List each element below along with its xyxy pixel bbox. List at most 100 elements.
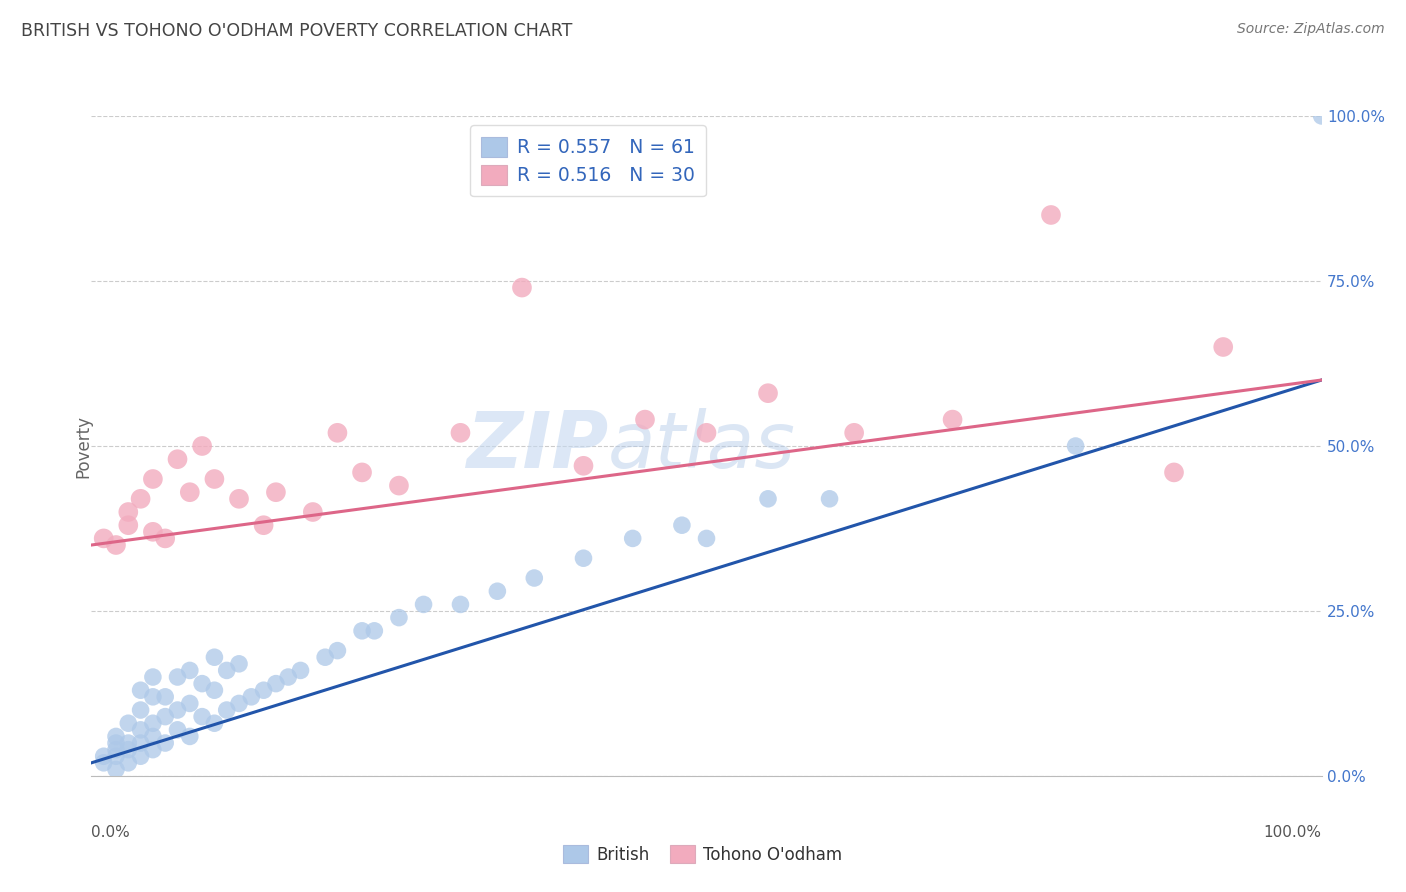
Point <box>228 697 250 711</box>
Point <box>572 551 595 566</box>
Point <box>388 610 411 624</box>
Point <box>166 703 188 717</box>
Point <box>93 749 115 764</box>
Point <box>202 650 225 665</box>
Text: 100.0%: 100.0% <box>1264 825 1322 840</box>
Point <box>363 624 385 638</box>
Legend: R = 0.557   N = 61, R = 0.516   N = 30: R = 0.557 N = 61, R = 0.516 N = 30 <box>470 126 706 196</box>
Point <box>142 716 165 731</box>
Point <box>941 412 963 426</box>
Point <box>166 452 188 467</box>
Point <box>129 723 152 737</box>
Point <box>129 703 152 717</box>
Point <box>117 716 139 731</box>
Point <box>253 518 276 533</box>
Point <box>105 736 127 750</box>
Point <box>117 518 139 533</box>
Point <box>314 650 336 665</box>
Point <box>129 749 152 764</box>
Point <box>253 683 276 698</box>
Point <box>1064 439 1087 453</box>
Point <box>695 425 717 440</box>
Point <box>142 730 165 744</box>
Point <box>142 472 165 486</box>
Point <box>153 690 177 704</box>
Point <box>202 683 225 698</box>
Point <box>129 491 152 506</box>
Point <box>153 709 177 723</box>
Point <box>1212 340 1234 354</box>
Point <box>117 505 139 519</box>
Point <box>264 676 287 690</box>
Point <box>388 478 411 492</box>
Point <box>191 709 214 723</box>
Point <box>228 491 250 506</box>
Point <box>621 532 644 546</box>
Point <box>412 598 434 612</box>
Point <box>215 703 238 717</box>
Point <box>449 425 471 440</box>
Point <box>179 730 201 744</box>
Point <box>129 736 152 750</box>
Point <box>228 657 250 671</box>
Text: Source: ZipAtlas.com: Source: ZipAtlas.com <box>1237 22 1385 37</box>
Point <box>510 280 533 294</box>
Point <box>572 458 595 473</box>
Point <box>842 425 865 440</box>
Point <box>142 524 165 539</box>
Point <box>215 664 238 678</box>
Point <box>352 466 374 480</box>
Point <box>202 716 225 731</box>
Point <box>1039 208 1063 222</box>
Point <box>93 532 115 546</box>
Point <box>93 756 115 770</box>
Point <box>352 624 374 638</box>
Text: BRITISH VS TOHONO O'ODHAM POVERTY CORRELATION CHART: BRITISH VS TOHONO O'ODHAM POVERTY CORREL… <box>21 22 572 40</box>
Point <box>153 736 177 750</box>
Point <box>105 742 127 756</box>
Point <box>117 756 139 770</box>
Point <box>326 643 349 657</box>
Point <box>486 584 509 599</box>
Point <box>105 763 127 777</box>
Point <box>153 532 177 546</box>
Point <box>142 742 165 756</box>
Point <box>756 386 779 401</box>
Point <box>634 412 657 426</box>
Point <box>179 664 201 678</box>
Point <box>179 697 201 711</box>
Point <box>695 532 717 546</box>
Point <box>277 670 299 684</box>
Point <box>105 730 127 744</box>
Point <box>240 690 263 704</box>
Point <box>202 472 225 486</box>
Point <box>105 749 127 764</box>
Point <box>129 683 152 698</box>
Point <box>166 723 188 737</box>
Point <box>290 664 312 678</box>
Point <box>166 670 188 684</box>
Text: ZIP: ZIP <box>465 408 607 484</box>
Point <box>117 742 139 756</box>
Point <box>671 518 693 533</box>
Point <box>191 439 214 453</box>
Point <box>523 571 546 585</box>
Text: atlas: atlas <box>607 408 796 484</box>
Point <box>142 670 165 684</box>
Point <box>117 736 139 750</box>
Point <box>326 425 349 440</box>
Point <box>105 538 127 552</box>
Point <box>1310 109 1333 123</box>
Point <box>756 491 779 506</box>
Legend: British, Tohono O'odham: British, Tohono O'odham <box>557 838 849 871</box>
Point <box>1163 466 1185 480</box>
Point <box>142 690 165 704</box>
Point <box>179 485 201 500</box>
Point <box>818 491 841 506</box>
Point <box>191 676 214 690</box>
Y-axis label: Poverty: Poverty <box>75 415 91 477</box>
Point <box>301 505 323 519</box>
Text: 0.0%: 0.0% <box>91 825 131 840</box>
Point <box>449 598 471 612</box>
Point <box>264 485 287 500</box>
